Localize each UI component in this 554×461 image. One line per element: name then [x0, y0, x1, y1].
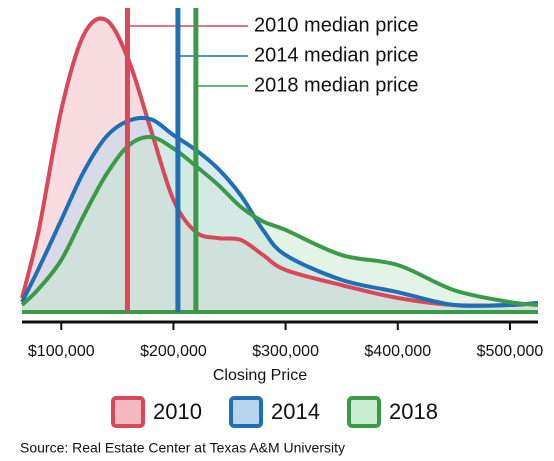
- x-tick-label: $400,000: [364, 343, 431, 360]
- legend-swatch: [229, 396, 263, 428]
- x-tick-label: $500,000: [477, 343, 544, 360]
- x-tick-label: $100,000: [28, 343, 95, 360]
- density-line: [20, 115, 539, 309]
- legend-swatch: [347, 396, 381, 428]
- area-fill: [22, 137, 538, 312]
- median-label: 2010 median price: [254, 14, 419, 36]
- x-tick-label: $300,000: [252, 343, 319, 360]
- median-label: 2018 median price: [254, 74, 419, 96]
- x-tick-label: $200,000: [140, 343, 207, 360]
- legend-label: 2018: [389, 399, 438, 424]
- legend-label: 2014: [271, 399, 320, 424]
- x-axis-label: Closing Price: [213, 367, 307, 384]
- median-label: 2014 median price: [254, 44, 419, 66]
- density-line: [20, 135, 539, 307]
- legend-label: 2010: [153, 399, 202, 424]
- legend-swatch: [111, 396, 145, 428]
- source-note: Source: Real Estate Center at Texas A&M …: [20, 440, 345, 456]
